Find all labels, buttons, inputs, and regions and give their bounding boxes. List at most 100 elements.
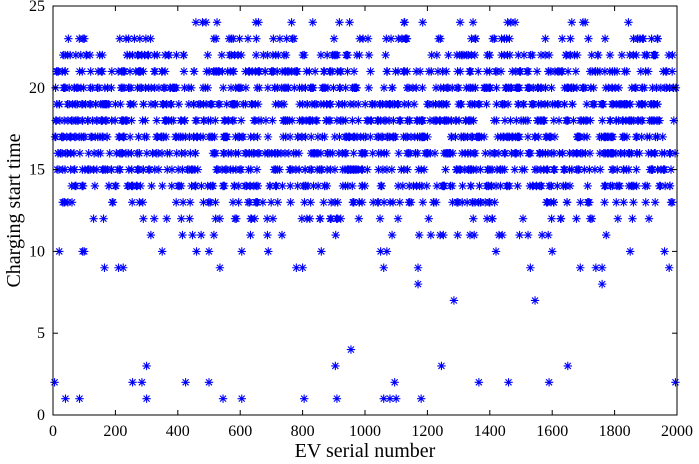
data-point <box>536 99 546 109</box>
data-point <box>169 116 178 125</box>
data-point <box>547 214 556 223</box>
data-point <box>265 181 274 191</box>
data-point <box>158 181 167 191</box>
data-point <box>273 67 282 76</box>
data-point <box>150 83 159 92</box>
data-point <box>597 263 607 272</box>
data-point <box>597 279 607 289</box>
data-point <box>669 116 679 125</box>
data-point <box>335 132 344 142</box>
data-point <box>498 99 508 109</box>
data-point <box>181 378 190 387</box>
data-point <box>354 214 364 223</box>
data-point <box>235 165 245 174</box>
data-point <box>512 83 521 92</box>
data-point <box>179 50 188 60</box>
data-point <box>81 50 91 60</box>
data-point <box>111 99 120 109</box>
data-point <box>237 116 246 125</box>
data-point <box>284 67 294 76</box>
data-point <box>577 149 587 158</box>
data-point <box>441 165 450 174</box>
data-point <box>467 99 477 109</box>
data-point <box>612 181 622 191</box>
data-point <box>624 149 633 158</box>
data-point <box>293 132 303 142</box>
data-point <box>561 116 571 125</box>
data-point <box>80 34 89 43</box>
data-point <box>251 18 261 27</box>
data-point <box>152 116 161 125</box>
data-point <box>546 198 556 207</box>
data-point <box>448 149 458 158</box>
data-point <box>409 99 419 109</box>
data-point <box>590 165 600 174</box>
data-point <box>572 132 582 142</box>
data-point <box>379 83 389 92</box>
data-point <box>89 214 98 223</box>
data-point <box>466 181 476 191</box>
data-point <box>637 132 646 142</box>
data-point <box>360 99 370 109</box>
data-point <box>645 165 655 174</box>
data-point <box>523 116 532 125</box>
data-point <box>515 230 524 240</box>
data-point <box>590 99 599 109</box>
data-point <box>636 67 645 76</box>
data-point <box>237 394 246 403</box>
data-point <box>174 99 183 109</box>
data-point <box>533 83 542 92</box>
data-point <box>465 230 475 240</box>
data-point <box>313 181 323 191</box>
data-point <box>424 214 433 223</box>
data-point <box>474 67 483 76</box>
data-point <box>152 149 161 158</box>
data-point <box>249 181 259 191</box>
data-point <box>382 34 391 43</box>
data-point <box>660 247 669 256</box>
data-point <box>243 198 253 207</box>
data-point <box>431 83 441 92</box>
data-point <box>286 198 295 207</box>
data-point <box>75 149 85 158</box>
data-point <box>612 198 621 207</box>
data-point <box>470 198 480 207</box>
data-point <box>451 116 460 125</box>
data-point <box>667 67 677 76</box>
data-point <box>565 149 574 158</box>
data-point <box>221 132 230 142</box>
data-point <box>201 83 210 92</box>
data-point <box>322 165 332 174</box>
data-point <box>645 132 654 142</box>
data-point <box>333 67 342 76</box>
data-point <box>499 132 509 142</box>
data-point <box>86 99 95 109</box>
data-point <box>92 116 101 125</box>
data-point <box>59 198 69 207</box>
data-point <box>330 132 339 142</box>
x-tick-label: 1000 <box>349 423 381 440</box>
data-point <box>305 165 315 174</box>
data-point <box>191 181 200 191</box>
data-point <box>506 18 516 27</box>
data-point <box>547 181 556 191</box>
data-point <box>166 99 175 109</box>
data-point <box>566 34 575 43</box>
data-point <box>279 99 289 109</box>
data-point <box>482 99 491 109</box>
data-point <box>599 149 609 158</box>
data-point <box>332 116 342 125</box>
data-point <box>418 83 427 92</box>
data-point <box>600 67 610 76</box>
data-point <box>299 181 308 191</box>
data-point <box>508 67 517 76</box>
data-point <box>372 132 382 142</box>
data-point <box>632 165 641 174</box>
data-point <box>562 198 572 207</box>
data-point <box>142 149 152 158</box>
data-point <box>531 132 540 142</box>
data-point <box>78 116 87 125</box>
data-point <box>308 116 317 125</box>
data-point <box>323 149 332 158</box>
data-point <box>400 18 409 27</box>
